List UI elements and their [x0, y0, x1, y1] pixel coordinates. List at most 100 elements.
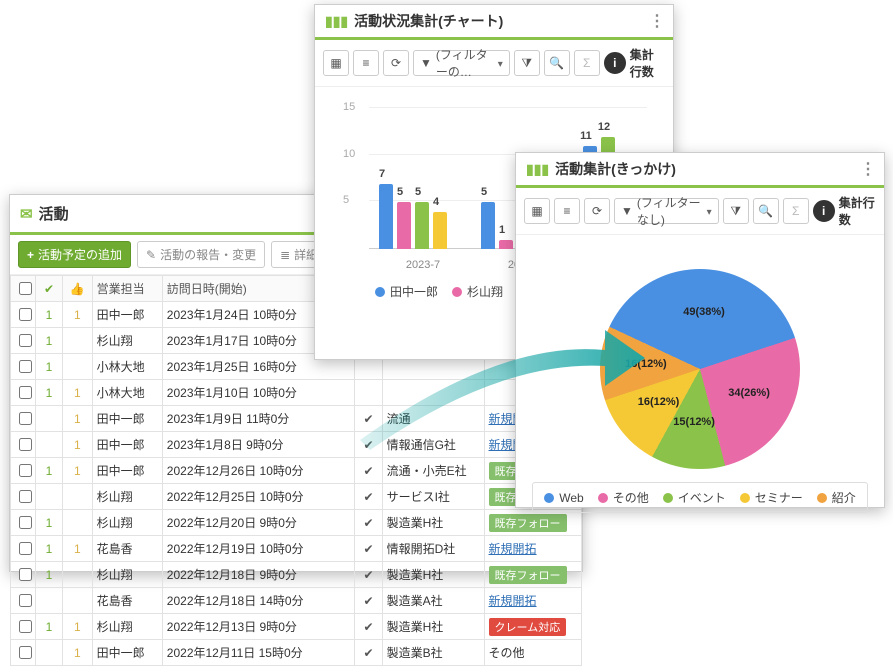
- row-company: 製造業A社: [382, 588, 484, 614]
- pie-toolbar: ▦ ≡ ⟳ ▼ (フィルターなし) ⧩ 🔍 Σ i 集計行数: [516, 188, 884, 235]
- table-row[interactable]: 11小林大地2023年1月10日 10時0分: [11, 380, 582, 406]
- row-visited: ✔: [355, 640, 382, 666]
- row-checkbox[interactable]: [19, 594, 32, 607]
- row-sales: 田中一郎: [92, 432, 162, 458]
- y-tick-label: 5: [343, 194, 349, 206]
- row-visited: ✔: [355, 406, 382, 432]
- row-checkbox[interactable]: [19, 412, 32, 425]
- row-checkbox[interactable]: [19, 308, 32, 321]
- grid-view-button[interactable]: ▦: [323, 50, 349, 76]
- reload-button[interactable]: ⟳: [383, 50, 409, 76]
- row-sales: 花島香: [92, 588, 162, 614]
- reload-button[interactable]: ⟳: [584, 198, 610, 224]
- row-tick: 1: [35, 302, 62, 328]
- row-tick: 1: [35, 354, 62, 380]
- sigma-button[interactable]: Σ: [783, 198, 809, 224]
- table-row[interactable]: 1田中一郎2022年12月11日 15時0分✔製造業B社その他: [11, 640, 582, 666]
- bar[interactable]: 7: [379, 184, 393, 249]
- pie-panel-header: ▮▮▮ 活動集計(きっかけ): [516, 153, 884, 188]
- row-visited: [355, 380, 382, 406]
- legend-item[interactable]: セミナー: [740, 489, 803, 506]
- legend-item[interactable]: 紹介: [817, 489, 856, 506]
- bar[interactable]: 4: [433, 212, 447, 249]
- filter-clear-button[interactable]: ⧩: [514, 50, 540, 76]
- table-row[interactable]: 11田中一郎2022年12月26日 10時0分✔流通・小売E社既存フォロー: [11, 458, 582, 484]
- pie-panel-menu[interactable]: [860, 159, 874, 179]
- row-thumb: 1: [63, 536, 92, 562]
- add-activity-button[interactable]: 活動予定の追加: [18, 241, 131, 268]
- search-button[interactable]: 🔍: [544, 50, 570, 76]
- filter-button[interactable]: ▼ (フィルターなし): [614, 198, 719, 224]
- row-checkbox[interactable]: [19, 490, 32, 503]
- pie-legend: Web その他イベントセミナー 紹介: [532, 482, 868, 513]
- bar-value-label: 5: [411, 186, 425, 198]
- row-checkbox[interactable]: [19, 360, 32, 373]
- search-button[interactable]: 🔍: [753, 198, 779, 224]
- row-checkbox[interactable]: [19, 646, 32, 659]
- row-checkbox[interactable]: [19, 464, 32, 477]
- row-datetime: 2023年1月10日 10時0分: [162, 380, 355, 406]
- status-badge: 既存フォロー: [489, 514, 567, 532]
- row-thumb: [63, 354, 92, 380]
- row-thumb: 1: [63, 640, 92, 666]
- pie-slice-label: 49(38%): [683, 306, 725, 318]
- status-badge: クレーム対応: [489, 618, 567, 636]
- bar-panel-menu[interactable]: [649, 11, 663, 31]
- row-thumb: 1: [63, 380, 92, 406]
- row-checkbox[interactable]: [19, 438, 32, 451]
- row-tick: 1: [35, 536, 62, 562]
- info-button[interactable]: i: [604, 52, 626, 74]
- legend-item[interactable]: イベント: [663, 489, 726, 506]
- status-link[interactable]: 新規開拓: [489, 594, 537, 608]
- report-change-button[interactable]: 活動の報告・変更: [137, 241, 265, 268]
- legend-dot: [452, 287, 462, 297]
- row-company: 製造業H社: [382, 614, 484, 640]
- legend-item[interactable]: 杉山翔: [452, 283, 503, 300]
- bar[interactable]: 5: [415, 202, 429, 249]
- table-row[interactable]: 1田中一郎2023年1月9日 11時0分✔流通新規開拓: [11, 406, 582, 432]
- row-sales: 田中一郎: [92, 406, 162, 432]
- list-view-button[interactable]: ≡: [554, 198, 580, 224]
- row-checkbox[interactable]: [19, 386, 32, 399]
- row-datetime: 2022年12月13日 9時0分: [162, 614, 355, 640]
- filter-clear-button[interactable]: ⧩: [723, 198, 749, 224]
- info-button[interactable]: i: [813, 200, 835, 222]
- bar[interactable]: 5: [481, 202, 495, 249]
- row-checkbox[interactable]: [19, 334, 32, 347]
- bar[interactable]: 5: [397, 202, 411, 249]
- row-datetime: 2022年12月20日 9時0分: [162, 510, 355, 536]
- row-checkbox[interactable]: [19, 568, 32, 581]
- row-datetime: 2022年12月18日 9時0分: [162, 562, 355, 588]
- row-checkbox[interactable]: [19, 620, 32, 633]
- table-row[interactable]: 1田中一郎2023年1月8日 9時0分✔情報通信G社新規開拓: [11, 432, 582, 458]
- filter-button[interactable]: ▼ (フィルターの…: [413, 50, 510, 76]
- legend-label: 紹介: [832, 489, 856, 506]
- table-row[interactable]: 1杉山翔2022年12月18日 9時0分✔製造業H社既存フォロー: [11, 562, 582, 588]
- table-row[interactable]: 1杉山翔2022年12月20日 9時0分✔製造業H社既存フォロー: [11, 510, 582, 536]
- grid-view-button[interactable]: ▦: [524, 198, 550, 224]
- row-tick: 1: [35, 328, 62, 354]
- bar[interactable]: 1: [499, 240, 513, 249]
- row-checkbox[interactable]: [19, 542, 32, 555]
- legend-item[interactable]: Web: [544, 489, 583, 506]
- table-row[interactable]: 11杉山翔2022年12月13日 9時0分✔製造業H社クレーム対応: [11, 614, 582, 640]
- row-checkbox[interactable]: [19, 516, 32, 529]
- table-row[interactable]: 11花島香2022年12月19日 10時0分✔情報開拓D社新規開拓: [11, 536, 582, 562]
- status-link[interactable]: 新規開拓: [489, 542, 537, 556]
- legend-item[interactable]: 田中一郎: [375, 283, 438, 300]
- row-visited: ✔: [355, 536, 382, 562]
- col-sales[interactable]: 営業担当: [92, 276, 162, 302]
- row-sales: 杉山翔: [92, 614, 162, 640]
- legend-item[interactable]: その他: [598, 489, 649, 506]
- sigma-button[interactable]: Σ: [574, 50, 600, 76]
- table-row[interactable]: 杉山翔2022年12月25日 10時0分✔サービスI社既存フォロー: [11, 484, 582, 510]
- col-checkbox[interactable]: [11, 276, 36, 302]
- row-thumb: 1: [63, 614, 92, 640]
- table-row[interactable]: 花島香2022年12月18日 14時0分✔製造業A社新規開拓: [11, 588, 582, 614]
- legend-label: 田中一郎: [390, 283, 438, 300]
- bar-value-label: 12: [597, 121, 611, 133]
- pencil-icon: [146, 248, 156, 262]
- row-company: 製造業H社: [382, 562, 484, 588]
- list-view-button[interactable]: ≡: [353, 50, 379, 76]
- activity-icon: ✉: [20, 205, 33, 223]
